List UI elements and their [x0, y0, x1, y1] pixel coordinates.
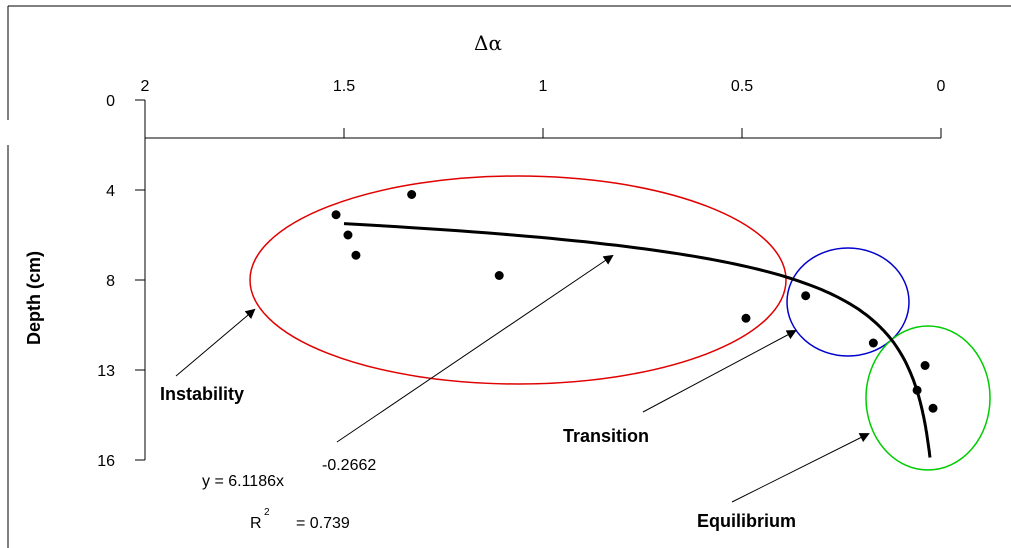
- data-point: [801, 291, 811, 301]
- y-tick-label: 0: [106, 93, 115, 110]
- data-point: [928, 403, 938, 413]
- r2-value: = 0.739: [296, 515, 350, 532]
- y-axis-title: Depth (cm): [24, 251, 44, 345]
- instability-arrow: [175, 308, 256, 377]
- y-tick-label: 13: [97, 363, 115, 380]
- y-tick-label: 8: [106, 273, 115, 290]
- x-tick-label: 0.5: [731, 78, 753, 95]
- data-point: [343, 230, 353, 240]
- trendline-equation: y = 6.1186x: [202, 473, 284, 490]
- r2-superscript: 2: [264, 507, 270, 518]
- x-tick-label: 1: [539, 78, 548, 95]
- equation-arrow: [336, 254, 614, 443]
- transition-arrow: [642, 330, 797, 413]
- data-point: [920, 361, 930, 370]
- equilibrium-arrow: [731, 433, 870, 503]
- x-axis-title: Δα: [474, 31, 502, 55]
- data-point: [741, 313, 751, 323]
- instability-ellipse: [249, 175, 787, 385]
- data-point: [351, 250, 361, 260]
- data-point: [331, 210, 341, 220]
- equilibrium-ellipse: [865, 325, 991, 471]
- r-squared: R: [250, 515, 262, 532]
- transition-ellipse: [786, 247, 910, 357]
- x-tick-label: 1.5: [333, 78, 355, 95]
- data-point: [912, 385, 922, 395]
- y-tick-label: 16: [97, 453, 115, 470]
- transition-label: Transition: [563, 426, 649, 446]
- instability-label: Instability: [160, 384, 244, 404]
- equation-exponent: -0.2662: [322, 457, 376, 474]
- x-tick-label: 2: [141, 78, 150, 95]
- equation-prefix: y = 6.1186x: [202, 473, 284, 490]
- data-point: [868, 338, 878, 348]
- trendline: [343, 222, 932, 458]
- equilibrium-label: Equilibrium: [697, 511, 796, 531]
- data-point: [407, 190, 417, 199]
- r2-prefix: R: [250, 515, 262, 532]
- y-tick-label: 4: [106, 183, 115, 200]
- data-point: [494, 271, 504, 280]
- x-tick-label: 0: [937, 78, 946, 95]
